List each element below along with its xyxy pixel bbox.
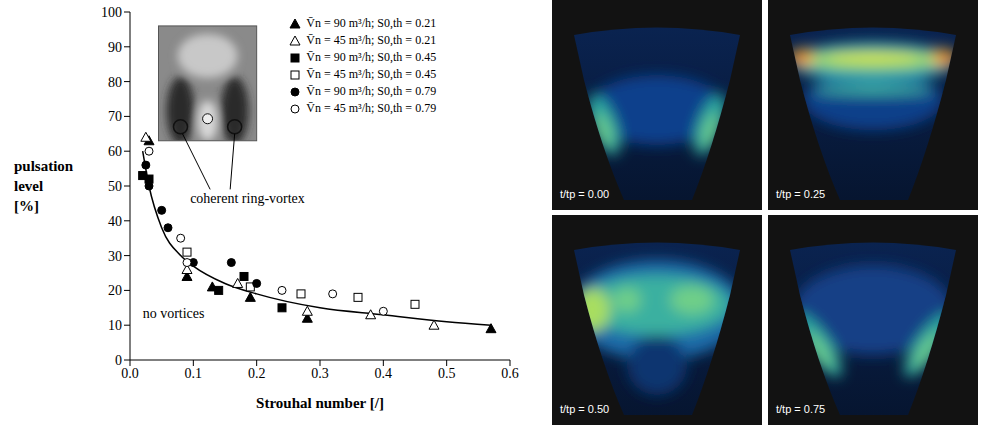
svg-text:0.3: 0.3 [311, 366, 329, 381]
svg-text:t/tp = 0.50: t/tp = 0.50 [560, 403, 609, 415]
svg-text:no vortices: no vortices [143, 306, 205, 321]
svg-text:coherent ring-vortex: coherent ring-vortex [190, 191, 305, 206]
svg-text:0.6: 0.6 [501, 366, 519, 381]
svg-text:0.1: 0.1 [185, 366, 203, 381]
svg-text:40: 40 [108, 214, 122, 229]
svg-text:70: 70 [108, 109, 122, 124]
svg-text:20: 20 [108, 283, 122, 298]
svg-text:t/tp = 0.25: t/tp = 0.25 [776, 188, 825, 200]
html-text:V̄n = 45 m³/h; S0,th = 0.21: V̄n = 45 m³/h; S0,th = 0.21 [306, 33, 437, 48]
svg-text:60: 60 [108, 144, 122, 159]
svg-text:90: 90 [108, 40, 122, 55]
svg-text:t/tp = 0.00: t/tp = 0.00 [560, 188, 609, 200]
svg-text:0.2: 0.2 [248, 366, 266, 381]
html-text:V̄n = 45 m³/h; S0,th = 0.45: V̄n = 45 m³/h; S0,th = 0.45 [306, 67, 437, 82]
svg-text:30: 30 [108, 249, 122, 264]
svg-text:Strouhal number [/]: Strouhal number [/] [256, 395, 384, 411]
svg-text:80: 80 [108, 75, 122, 90]
svg-text:100: 100 [101, 5, 122, 20]
html-text:V̄n = 45 m³/h; S0,th = 0.79: V̄n = 45 m³/h; S0,th = 0.79 [306, 101, 437, 116]
svg-text:0: 0 [115, 353, 122, 368]
svg-text:50: 50 [108, 179, 122, 194]
svg-text:10: 10 [108, 318, 122, 333]
svg-text:0.5: 0.5 [438, 366, 456, 381]
html-text:V̄n = 90 m³/h; S0,th = 0.45: V̄n = 90 m³/h; S0,th = 0.45 [306, 50, 437, 65]
svg-text:t/tp = 0.75: t/tp = 0.75 [776, 403, 825, 415]
html-text:V̄n = 90 m³/h; S0,th = 0.21: V̄n = 90 m³/h; S0,th = 0.21 [306, 16, 437, 31]
html-text:V̄n = 90 m³/h; S0,th = 0.79: V̄n = 90 m³/h; S0,th = 0.79 [306, 84, 437, 99]
html-text:pulsation: pulsation [14, 158, 74, 174]
svg-text:0.0: 0.0 [121, 366, 139, 381]
svg-text:0.4: 0.4 [375, 366, 393, 381]
html-text:level: level [14, 178, 44, 194]
